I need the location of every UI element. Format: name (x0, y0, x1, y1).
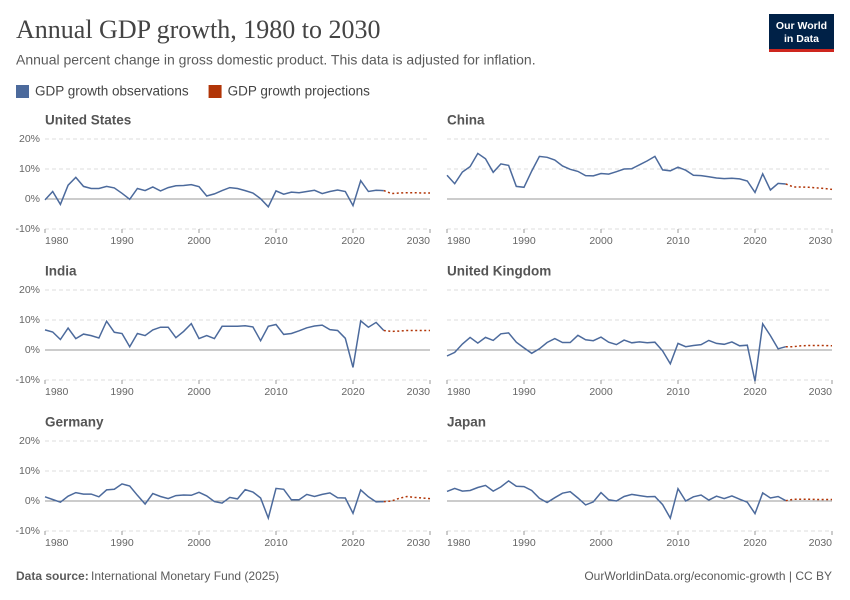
series-line (44, 483, 384, 521)
x-tick-label: 2020 (743, 386, 767, 398)
panel-title: India (45, 264, 77, 279)
x-tick-label: 2030 (809, 386, 833, 398)
x-tick-label: 1990 (110, 386, 134, 398)
x-tick-label: 1990 (512, 235, 536, 247)
y-tick-label: -10% (15, 374, 40, 386)
panel-title: United Kingdom (447, 264, 551, 279)
x-tick-label: 2000 (187, 537, 211, 549)
x-tick-label: 2010 (666, 537, 690, 549)
panel-title: United States (45, 113, 131, 128)
series-line (383, 329, 430, 333)
y-tick-label: 10% (19, 163, 40, 175)
series-line (785, 498, 832, 502)
x-tick-label: 1980 (45, 235, 69, 247)
panel-title: Germany (45, 415, 104, 430)
series-line (785, 183, 833, 191)
source: International Monetary Fund (2025) (91, 569, 279, 583)
legend-label: GDP growth projections (228, 84, 371, 99)
x-tick-label: 1990 (512, 537, 536, 549)
x-tick-label: 2000 (187, 235, 211, 247)
panel-title: China (447, 113, 485, 128)
x-tick-label: 2010 (264, 537, 288, 549)
y-tick-label: 20% (19, 133, 40, 145)
series-line (383, 189, 430, 195)
x-tick-label: 1980 (447, 235, 471, 247)
x-tick-label: 1980 (447, 537, 471, 549)
x-tick-label: 2030 (407, 386, 431, 398)
y-tick-label: 0% (25, 495, 40, 507)
y-tick-label: 10% (19, 314, 40, 326)
x-tick-label: 2030 (809, 235, 833, 247)
x-tick-label: 1980 (45, 386, 69, 398)
source-label: Data source: (16, 569, 89, 583)
chart-title: Annual GDP growth, 1980 to 2030 (16, 15, 380, 44)
x-tick-label: 1980 (45, 537, 69, 549)
y-tick-label: 0% (25, 193, 40, 205)
credit[interactable]: OurWorldinData.org/economic-growth | CC … (584, 569, 832, 583)
x-tick-label: 2010 (666, 235, 690, 247)
x-tick-label: 2020 (341, 235, 365, 247)
panel-title: Japan (447, 415, 486, 430)
legend-swatch (16, 85, 29, 98)
series-line (383, 495, 431, 503)
x-tick-label: 2020 (341, 386, 365, 398)
y-tick-label: -10% (15, 525, 40, 537)
x-tick-label: 2000 (187, 386, 211, 398)
x-tick-label: 2000 (589, 235, 613, 247)
logo-text: in Data (784, 33, 819, 45)
y-tick-label: -10% (15, 223, 40, 235)
series-line (446, 479, 787, 521)
y-tick-label: 20% (19, 435, 40, 447)
series-line (44, 319, 385, 368)
y-tick-label: 20% (19, 284, 40, 296)
x-tick-label: 2010 (264, 235, 288, 247)
logo-text: Our World (776, 20, 827, 32)
x-tick-label: 2000 (589, 386, 613, 398)
y-tick-label: 10% (19, 465, 40, 477)
x-tick-label: 2020 (743, 537, 767, 549)
x-tick-label: 1990 (110, 537, 134, 549)
x-tick-label: 1980 (447, 386, 471, 398)
x-tick-label: 2020 (743, 235, 767, 247)
x-tick-label: 1990 (512, 386, 536, 398)
x-tick-label: 1990 (110, 235, 134, 247)
series-line (446, 152, 786, 194)
logo-stripe (769, 49, 834, 52)
x-tick-label: 2000 (589, 537, 613, 549)
series-line (785, 344, 833, 348)
legend-swatch (208, 85, 222, 98)
x-tick-label: 2020 (341, 537, 365, 549)
x-tick-label: 2010 (666, 386, 690, 398)
series-line (44, 176, 384, 209)
x-tick-label: 2030 (407, 235, 431, 247)
legend-label: GDP growth observations (35, 84, 189, 99)
x-tick-label: 2030 (809, 537, 833, 549)
logo[interactable] (769, 14, 834, 52)
series-line (446, 321, 786, 382)
chart-subtitle: Annual percent change in gross domestic … (16, 52, 536, 68)
x-tick-label: 2010 (264, 386, 288, 398)
x-tick-label: 2030 (407, 537, 431, 549)
y-tick-label: 0% (25, 344, 40, 356)
